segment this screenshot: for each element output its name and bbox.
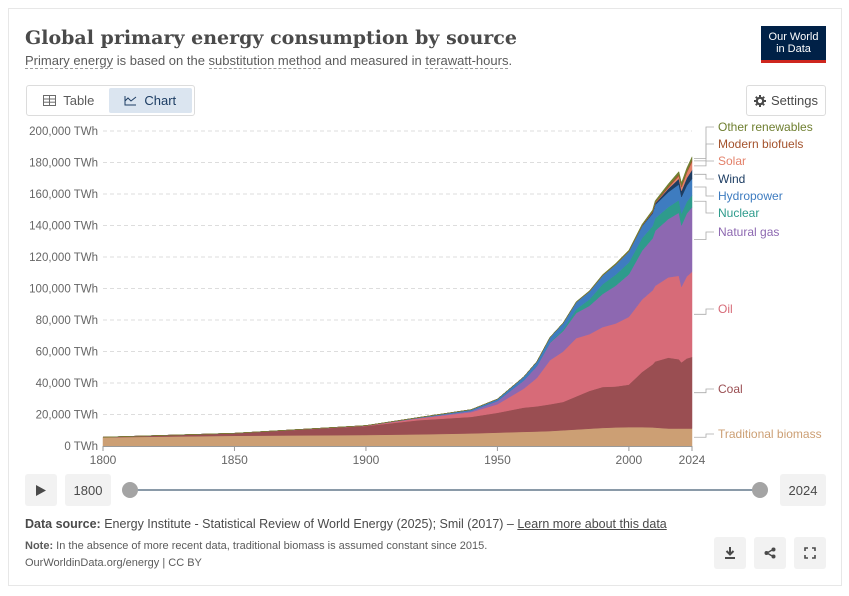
timeline-end-handle[interactable] [752, 482, 768, 498]
y-tick-label: 100,000 TWh [29, 284, 98, 296]
series-label[interactable]: Oil [718, 302, 733, 316]
play-icon [36, 484, 46, 496]
x-tick-label: 2024 [679, 453, 706, 467]
series-label[interactable]: Traditional biomass [718, 427, 822, 441]
series-label[interactable]: Coal [718, 382, 743, 396]
series-label[interactable]: Wind [718, 172, 745, 186]
fullscreen-icon [804, 547, 816, 559]
x-tick-label: 1850 [221, 453, 248, 467]
series-label[interactable]: Solar [718, 154, 746, 168]
share-button[interactable] [754, 537, 786, 569]
timeline-end-year[interactable]: 2024 [780, 474, 826, 506]
y-tick-label: 120,000 TWh [29, 252, 98, 264]
page-subtitle: Primary energy is based on the substitut… [25, 53, 513, 69]
x-tick-label: 1900 [353, 453, 380, 467]
page-title: Global primary energy consumption by sou… [25, 27, 517, 49]
label-connector [694, 388, 714, 394]
primary-energy-term[interactable]: Primary energy [25, 53, 114, 69]
label-connector [694, 231, 714, 240]
timeline-start-year[interactable]: 1800 [65, 474, 111, 506]
timeline-start-handle[interactable] [122, 482, 138, 498]
stacked-area-chart: 0 TWh 20,000 TWh 40,000 TWh 60,000 TWh 80,00… [29, 120, 822, 467]
tab-chart[interactable]: Chart [108, 88, 192, 113]
y-tick-label: 180,000 TWh [29, 158, 98, 170]
y-tick-label: 80,000 TWh [36, 315, 98, 327]
chart-icon [124, 96, 137, 106]
label-connector [694, 308, 714, 315]
x-tick-label: 1800 [90, 453, 117, 467]
label-connector [694, 173, 714, 180]
download-icon [725, 547, 735, 559]
fullscreen-button[interactable] [794, 537, 826, 569]
label-connector [694, 160, 714, 167]
series-label[interactable]: Modern biofuels [718, 137, 803, 151]
y-tick-label: 60,000 TWh [36, 347, 98, 359]
series-label[interactable]: Hydropower [718, 189, 783, 203]
y-tick-label: 40,000 TWh [36, 378, 98, 390]
label-connector [694, 126, 714, 159]
x-tick-label: 2000 [616, 453, 643, 467]
credit-line[interactable]: OurWorldinData.org/energy | CC BY [25, 557, 202, 569]
series-label[interactable]: Other renewables [718, 120, 813, 134]
label-connector [694, 433, 714, 438]
substitution-method-term[interactable]: substitution method [208, 53, 322, 69]
label-connector [694, 186, 714, 197]
view-tabs: Table Chart [26, 85, 195, 116]
series-label[interactable]: Nuclear [718, 206, 759, 220]
y-tick-label: 200,000 TWh [29, 126, 98, 138]
y-tick-label: 0 TWh [64, 441, 98, 453]
y-tick-label: 160,000 TWh [29, 189, 98, 201]
learn-more-link[interactable]: Learn more about this data [517, 517, 667, 531]
gear-icon [754, 94, 766, 107]
x-tick-label: 1950 [484, 453, 511, 467]
chart-note: Note: In the absence of more recent data… [25, 540, 488, 552]
terawatt-hours-term[interactable]: terawatt-hours [425, 53, 509, 69]
label-connector [694, 143, 714, 162]
timeline-track[interactable] [130, 489, 760, 491]
table-icon [43, 95, 57, 106]
download-button[interactable] [714, 537, 746, 569]
owid-logo[interactable]: Our World in Data [761, 26, 826, 63]
series-label[interactable]: Natural gas [718, 225, 779, 239]
data-source: Data source: Energy Institute - Statisti… [25, 517, 667, 531]
area-other-renewables[interactable] [102, 156, 693, 438]
play-button[interactable] [25, 474, 57, 506]
tab-table[interactable]: Table [29, 88, 109, 113]
y-tick-label: 20,000 TWh [36, 410, 98, 422]
settings-button[interactable]: Settings [746, 85, 826, 116]
y-tick-label: 140,000 TWh [29, 221, 98, 233]
share-icon [764, 547, 776, 559]
label-connector [694, 200, 714, 214]
